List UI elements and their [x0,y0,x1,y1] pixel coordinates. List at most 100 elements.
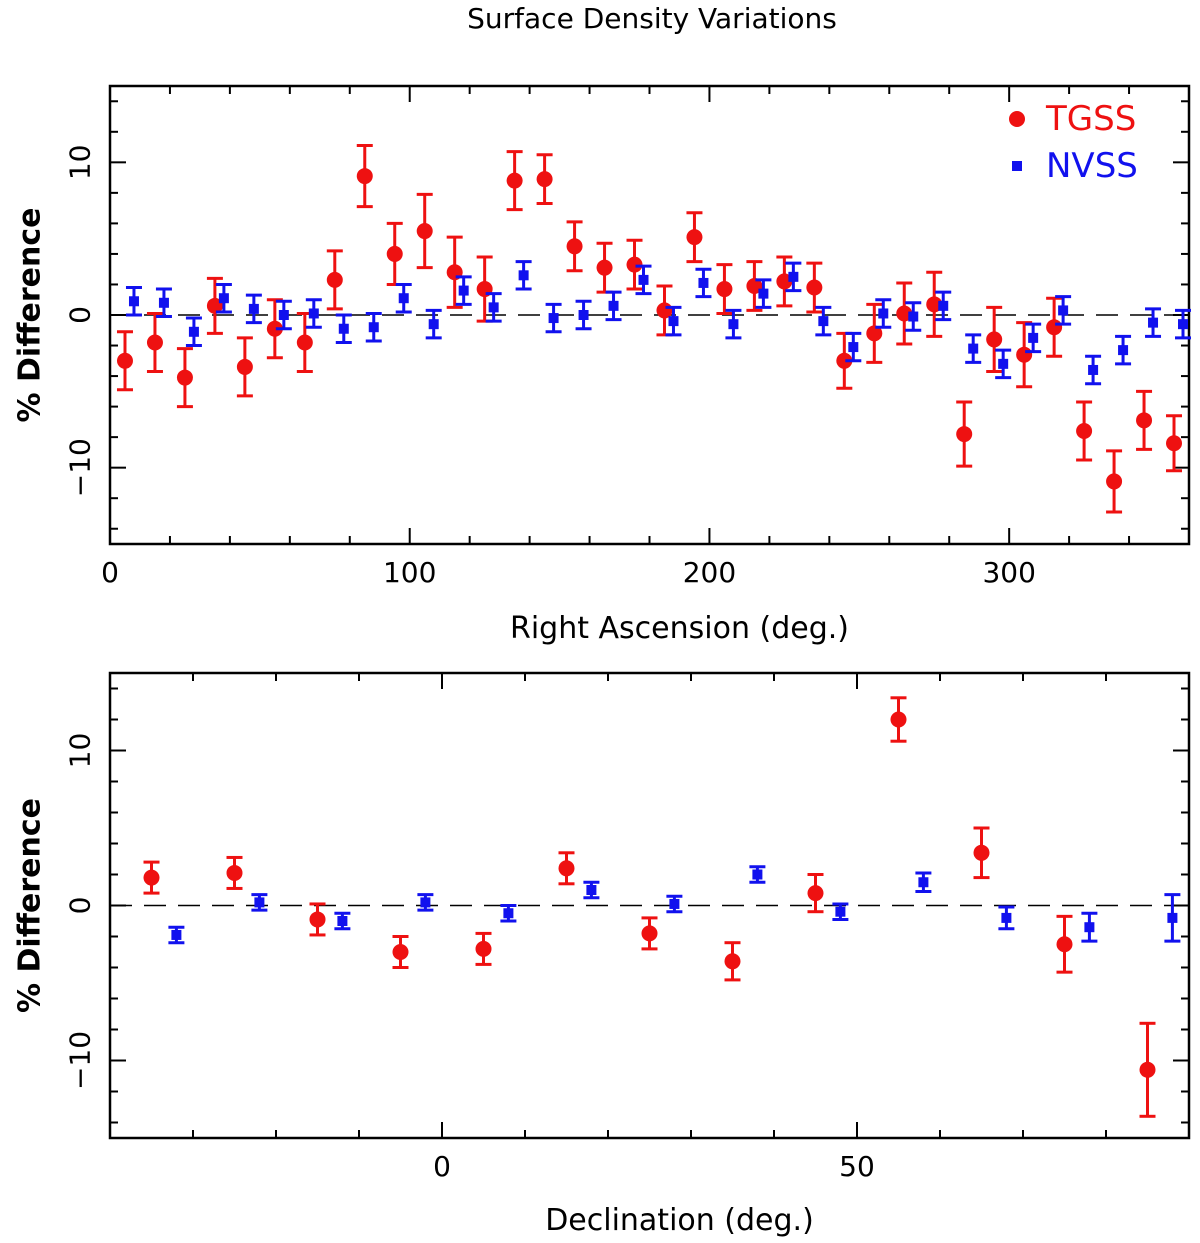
data-point-nvss [918,877,929,888]
data-point-tgss [143,869,160,886]
data-point-nvss [578,310,589,320]
x-tick-label: 200 [683,556,736,589]
data-point-tgss [146,334,163,351]
data-point-nvss [752,869,763,880]
data-point-tgss [1106,473,1123,490]
data-point-nvss [1148,317,1159,328]
x-tick-label: 0 [101,556,119,589]
data-point-tgss [176,369,193,386]
data-point-nvss [938,300,949,311]
data-point-nvss [254,897,265,908]
data-point-tgss [1139,1061,1156,1078]
data-point-nvss [998,358,1009,369]
data-point-tgss [956,426,973,443]
data-point-tgss [1136,412,1153,429]
data-point-tgss [416,223,433,240]
y-tick-label: 0 [64,306,97,324]
data-point-nvss [248,303,259,314]
data-point-tgss [1016,346,1033,363]
data-point-nvss [1167,912,1178,923]
data-point-nvss [878,308,889,319]
y-tick-label: 10 [64,145,97,181]
data-point-tgss [309,911,326,928]
data-point-tgss [386,245,403,262]
data-point-nvss [398,293,409,304]
data-point-tgss [986,331,1003,348]
data-point-tgss [656,302,673,319]
data-point-nvss [548,313,559,324]
data-point-tgss [596,259,613,276]
data-point-tgss [836,352,853,369]
data-point-nvss [1001,912,1012,923]
data-point-nvss [518,270,529,281]
data-point-nvss [1088,364,1099,375]
data-point-tgss [266,320,283,337]
data-point-tgss [392,944,409,960]
y-tick-label: 0 [64,897,97,915]
legend-marker-nvss [1012,161,1022,171]
data-point-nvss [218,293,229,304]
y-tick-label: 10 [64,733,97,769]
axes-frame [108,671,1191,1140]
y-tick-label: −10 [64,438,97,497]
data-point-nvss [368,322,379,333]
y-tick-label: −10 [64,1031,97,1090]
data-point-nvss [908,311,919,322]
data-point-nvss [1028,332,1039,343]
data-point-nvss [278,310,289,320]
data-point-nvss [1178,319,1189,330]
data-point-tgss [116,352,133,369]
data-point-tgss [686,229,703,246]
series-tgss [116,144,1183,514]
data-point-nvss [698,277,709,288]
series-nvss [168,865,1181,945]
legend-label-nvss: NVSS [1046,146,1138,186]
data-point-nvss [420,897,431,908]
data-point-nvss [188,326,199,337]
legend-label-tgss: TGSS [1045,99,1136,139]
data-point-nvss [728,319,739,330]
data-point-tgss [296,334,313,351]
data-point-tgss [890,711,907,728]
data-point-nvss [608,300,619,311]
data-point-tgss [536,171,553,188]
data-point-tgss [1166,435,1183,452]
data-point-tgss [356,168,373,185]
data-point-tgss [866,325,883,342]
data-point-nvss [337,916,348,926]
data-point-nvss [638,274,649,285]
data-point-nvss [171,929,182,940]
ra-panel: 0 100 200 300 −10 0 10 Right Ascension (deg.) % … [13,84,1192,646]
data-point-tgss [807,885,824,902]
data-point-tgss [226,864,243,881]
data-point-nvss [1084,922,1095,933]
data-point-tgss [716,281,733,298]
data-point-nvss [848,342,859,353]
data-point-tgss [806,279,823,296]
data-point-nvss [488,302,499,313]
data-point-nvss [968,343,979,354]
legend: TGSS NVSS [1009,99,1138,186]
data-point-nvss [458,285,469,296]
data-point-nvss [338,323,349,334]
x-tick-label: 50 [839,1150,875,1183]
data-point-nvss [158,297,169,308]
series-nvss [125,260,1192,386]
y-axis-label: % Difference [13,798,48,1013]
data-point-nvss [818,316,829,327]
x-axis-label: Declination (deg.) [545,1203,814,1238]
data-point-nvss [1118,345,1129,356]
data-point-nvss [758,288,769,299]
data-point-tgss [1056,936,1073,953]
data-point-nvss [669,898,680,909]
data-point-tgss [558,860,575,877]
y-axis-label: % Difference [13,208,48,423]
data-point-tgss [566,238,583,255]
data-point-tgss [1046,319,1063,336]
data-point-nvss [128,296,139,307]
data-point-tgss [326,271,343,288]
data-point-nvss [788,271,799,282]
x-tick-label: 0 [433,1150,451,1183]
data-point-nvss [1058,305,1069,316]
